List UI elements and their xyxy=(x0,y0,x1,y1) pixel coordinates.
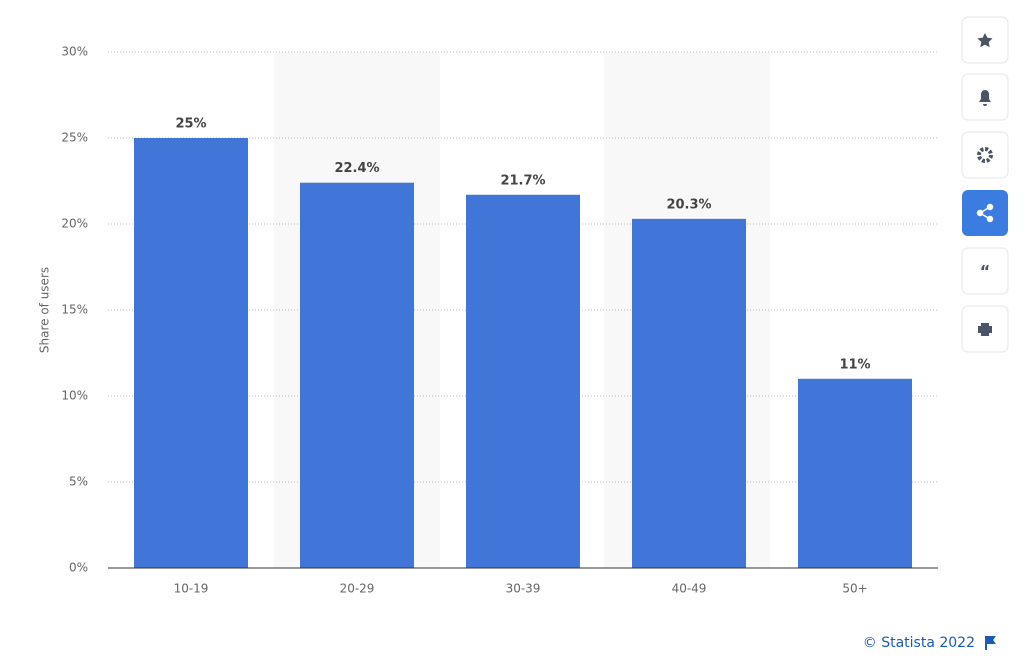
x-tick-label: 10-19 xyxy=(174,582,209,596)
bar xyxy=(134,138,248,568)
y-tick-label: 0% xyxy=(69,561,88,575)
share-icon xyxy=(976,203,994,223)
y-tick-label: 30% xyxy=(61,45,88,59)
y-tick-label: 15% xyxy=(61,303,88,317)
share-button[interactable] xyxy=(962,190,1008,236)
y-tick-label: 10% xyxy=(61,389,88,403)
bar xyxy=(300,182,414,568)
star-icon xyxy=(977,33,993,48)
y-tick-label: 20% xyxy=(61,217,88,231)
plot: 0% 5% 10% 15% 20% 25% 30% 10-19 25% 20-29 22.4% 30-… xyxy=(61,45,938,596)
x-tick-label: 30-39 xyxy=(506,582,541,596)
print-icon xyxy=(978,323,992,336)
value-label: 11% xyxy=(839,357,870,372)
sidebar: “ xyxy=(961,16,1009,353)
bar xyxy=(632,218,746,568)
gear-icon xyxy=(977,147,993,163)
value-label: 25% xyxy=(175,117,206,132)
y-tick-label: 5% xyxy=(69,475,88,489)
y-axis-label: Share of users xyxy=(38,267,52,353)
x-tick-label: 50+ xyxy=(842,582,867,596)
quote-icon: “ xyxy=(980,262,991,281)
source[interactable]: © Statista 2022 xyxy=(863,635,975,651)
bell-icon xyxy=(979,90,991,106)
value-label: 22.4% xyxy=(334,161,379,176)
y-tick-label: 25% xyxy=(61,131,88,145)
flag-icon[interactable] xyxy=(985,636,996,650)
bar xyxy=(466,194,580,568)
cite-button[interactable] xyxy=(961,247,1009,295)
bar xyxy=(798,378,912,568)
x-tick-label: 20-29 xyxy=(340,582,375,596)
value-label: 20.3% xyxy=(666,197,711,212)
value-label: 21.7% xyxy=(500,173,545,188)
x-tick-label: 40-49 xyxy=(672,582,707,596)
settings-button[interactable] xyxy=(961,131,1009,179)
